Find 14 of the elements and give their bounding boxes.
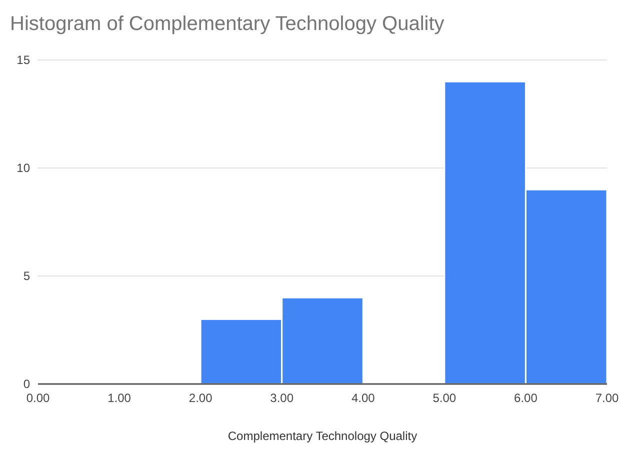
x-axis-title: Complementary Technology Quality: [228, 429, 418, 443]
x-tick-label: 2.00: [188, 391, 213, 405]
y-tick-label: 15: [16, 53, 30, 68]
x-tick-label: 0.00: [26, 391, 50, 405]
x-tick-label: 5.00: [432, 391, 456, 405]
x-tick-label: 7.00: [595, 391, 619, 405]
x-tick-label: 6.00: [514, 391, 538, 405]
y-tick-label: 5: [23, 269, 30, 284]
y-tick-label: 10: [16, 161, 30, 176]
x-tick-label: 4.00: [351, 391, 376, 405]
x-tick-label: 3.00: [270, 391, 294, 405]
x-tick-label: 1.00: [108, 391, 132, 405]
chart-title: Histogram of Complementary Technology Quality: [10, 13, 444, 35]
y-tick-label: 0: [23, 377, 30, 392]
